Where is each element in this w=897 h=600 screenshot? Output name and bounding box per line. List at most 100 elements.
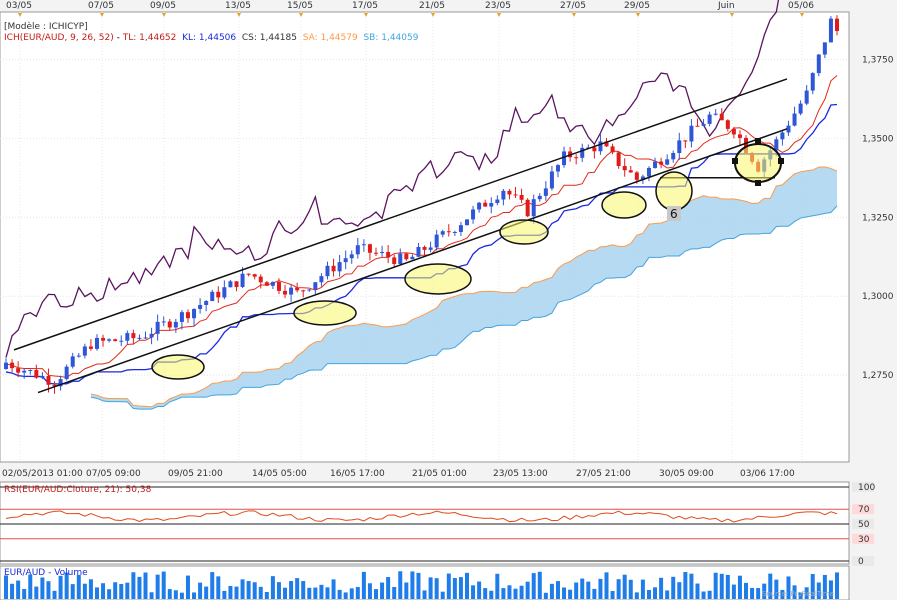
candle-body [628, 170, 633, 173]
candle-body [343, 258, 348, 263]
volume-bar [113, 582, 118, 599]
candle-body [471, 209, 476, 220]
selection-handle [778, 158, 784, 164]
candle-body [58, 379, 63, 387]
candle-body [519, 195, 524, 200]
volume-bar [689, 573, 694, 599]
top-date-tick: Juin [717, 1, 735, 11]
tenkan-line [5, 75, 838, 379]
volume-bar [756, 588, 761, 599]
candle-body [222, 287, 227, 298]
candle-body [28, 370, 33, 372]
candle-body [683, 140, 688, 142]
senkou-span-b-line [90, 205, 838, 410]
candle-body [301, 290, 306, 292]
top-date-tick: 23/05 [485, 1, 511, 11]
y-tick-label: 1,3500 [862, 134, 894, 144]
event-marker [364, 13, 368, 17]
source-watermark: Source: ProRealTime [762, 590, 834, 598]
candle-body [719, 113, 724, 121]
bottom-date-tick: 07/05 09:00 [86, 469, 141, 479]
volume-bar [713, 572, 718, 599]
candlesticks [4, 15, 839, 394]
volume-bar [16, 580, 21, 599]
candle-body [452, 231, 457, 233]
y-tick-label: 1,2750 [862, 371, 894, 381]
highlight-ellipse [404, 263, 472, 295]
volume-bar [325, 587, 330, 599]
upper-channel-line [13, 78, 788, 351]
volume-bar [4, 575, 8, 599]
volume-bar [137, 576, 142, 599]
candle-body [307, 289, 312, 291]
volume-bar [598, 578, 603, 599]
annotation-label: 6 [670, 207, 678, 221]
candle-body [149, 333, 154, 338]
candle-body [822, 42, 827, 55]
volume-bar [149, 592, 154, 599]
volume-bars [4, 571, 839, 599]
grid-lines [0, 12, 849, 462]
candle-body [10, 362, 15, 369]
selection-handle [755, 138, 761, 144]
candle-body [537, 195, 542, 200]
volume-bar [70, 584, 75, 599]
volume-bar [64, 572, 69, 599]
selection-handle [732, 158, 738, 164]
volume-bar [234, 586, 239, 599]
volume-bar [768, 573, 773, 599]
candle-body [270, 282, 275, 286]
ssa-value: SA: 1,44579 [302, 33, 358, 43]
chikou-value: CS: 1,44185 [241, 33, 297, 43]
rsi-line [5, 510, 838, 523]
volume-bar [192, 592, 197, 599]
highlight-ellipse [601, 191, 647, 219]
volume-bar [367, 583, 372, 599]
volume-bar [822, 574, 827, 599]
volume-bar [555, 581, 560, 599]
candle-body [337, 262, 342, 272]
volume-bar [161, 571, 166, 599]
volume-bar [82, 583, 87, 599]
bottom-date-tick: 09/05 21:00 [168, 469, 223, 479]
candle-body [446, 231, 451, 233]
bottom-date-tick: 21/05 01:00 [412, 469, 467, 479]
top-date-tick: 15/05 [287, 1, 313, 11]
volume-bar [477, 581, 482, 599]
candle-body [234, 281, 239, 287]
selection-handle [755, 180, 761, 186]
volume-bar [179, 592, 184, 599]
candle-body [780, 132, 785, 140]
candle-body [173, 321, 178, 328]
volume-bar [737, 575, 742, 599]
volume-bar [792, 585, 797, 599]
candle-body [549, 171, 554, 189]
candle-body [671, 152, 676, 160]
volume-bar [659, 577, 664, 599]
highlight-ellipse [293, 300, 357, 326]
top-date-tick: 17/05 [352, 1, 378, 11]
candle-body [816, 54, 821, 74]
candle-body [179, 312, 184, 322]
volume-bar [731, 584, 736, 599]
candle-body [665, 159, 670, 165]
volume-bar [228, 586, 233, 599]
candle-body [731, 128, 736, 135]
candle-body [398, 253, 403, 264]
volume-bar [374, 589, 379, 599]
candle-body [434, 234, 439, 248]
candle-body [604, 141, 609, 147]
volume-bar [653, 587, 658, 599]
candle-body [76, 355, 81, 357]
drawings: 6 [13, 78, 788, 394]
candle-body [16, 368, 21, 373]
top-date-tick: 13/05 [225, 1, 251, 11]
rsi-tick-label: 100 [858, 483, 875, 493]
volume-bar [586, 581, 591, 599]
volume-bar [270, 576, 275, 599]
volume-bar [410, 571, 415, 599]
volume-bar [592, 588, 597, 599]
candle-body [246, 273, 251, 275]
volume-bar [701, 591, 706, 599]
volume-bar [101, 583, 106, 599]
